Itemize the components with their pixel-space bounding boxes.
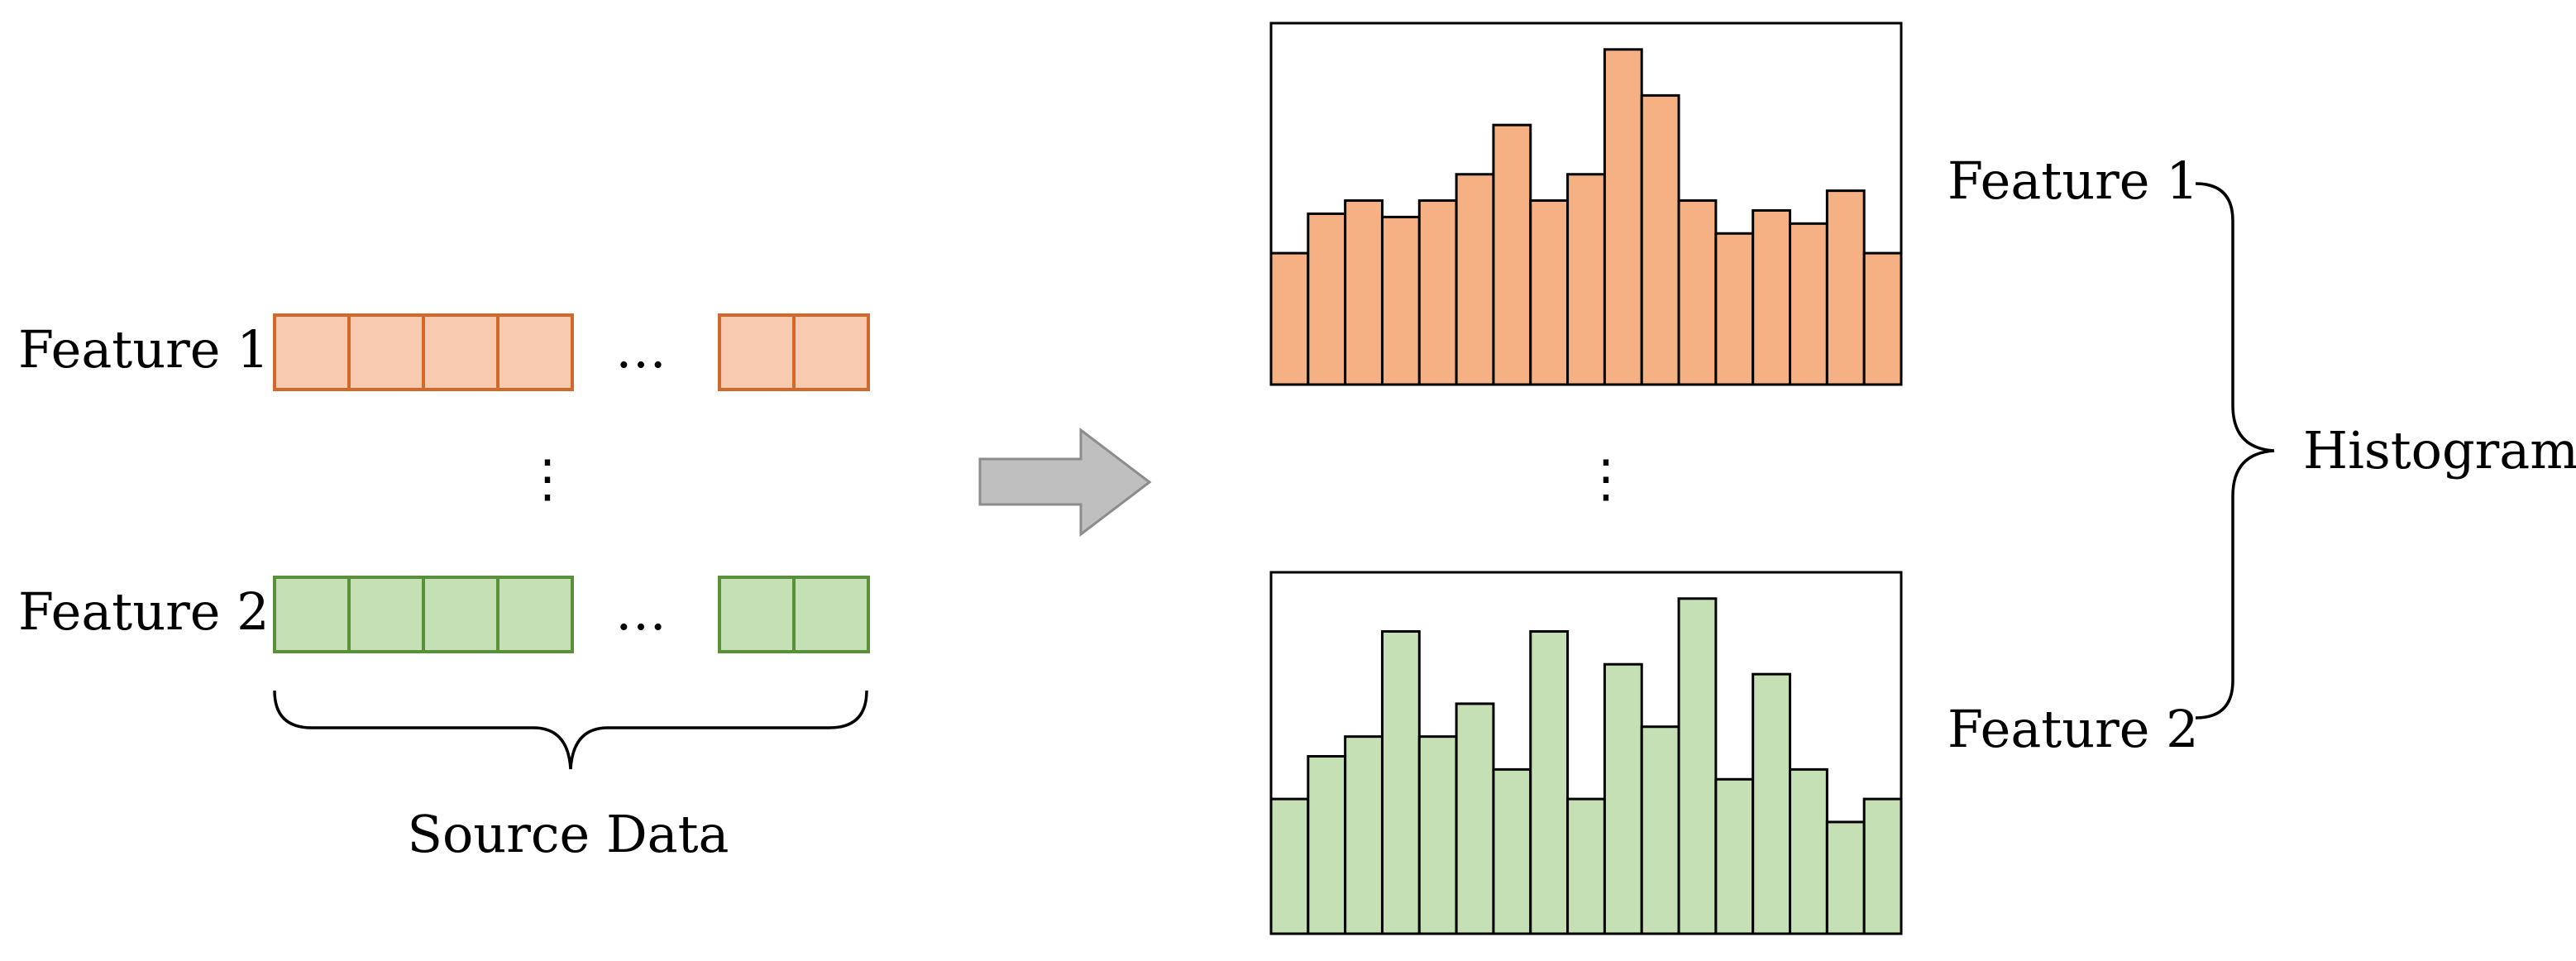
histogram-bar bbox=[1492, 767, 1532, 935]
data-cell bbox=[718, 576, 796, 653]
histogram-bar bbox=[1640, 93, 1680, 386]
data-cell bbox=[422, 576, 499, 653]
source-feature-2: Feature 2 … bbox=[18, 576, 870, 653]
histogram-bar bbox=[1714, 777, 1755, 935]
data-cell bbox=[792, 313, 870, 391]
histogram-bar bbox=[1344, 199, 1384, 386]
histogram-bar bbox=[1307, 754, 1347, 935]
data-cell bbox=[496, 576, 574, 653]
histogram-bar bbox=[1640, 725, 1680, 935]
data-cell bbox=[273, 576, 351, 653]
histogram-feature-2-label: Feature 2 bbox=[1948, 699, 2199, 759]
histogram-frame bbox=[1269, 22, 1903, 386]
histogram-bar bbox=[1380, 630, 1421, 935]
source-feature-1-label: Feature 1 bbox=[18, 319, 270, 380]
feature-2-cells bbox=[273, 576, 870, 653]
histogram-brace bbox=[2195, 182, 2275, 720]
histogram-bar bbox=[1677, 199, 1718, 386]
histogram-bar bbox=[1566, 173, 1606, 386]
right-arrow-icon bbox=[978, 427, 1152, 538]
histogram-bar bbox=[1455, 173, 1495, 386]
data-cell bbox=[347, 313, 425, 391]
histogram-bar bbox=[1603, 48, 1643, 386]
histogram-bar bbox=[1825, 820, 1866, 935]
histogram-bar bbox=[1752, 672, 1792, 935]
histogram-bar bbox=[1417, 735, 1458, 935]
histogram-bar bbox=[1455, 702, 1495, 935]
histogram-bar bbox=[1417, 199, 1458, 386]
data-cell bbox=[718, 313, 796, 391]
data-cell bbox=[422, 313, 499, 391]
source-brace bbox=[273, 690, 868, 770]
histogram-bar bbox=[1269, 797, 1310, 935]
data-cell bbox=[347, 576, 425, 653]
histogram-label: Histogram bbox=[2303, 420, 2576, 480]
histogram-bar bbox=[1677, 597, 1718, 935]
histogram-bar bbox=[1566, 797, 1606, 935]
histogram-feature-2 bbox=[1269, 571, 1903, 935]
histogram-bar bbox=[1714, 232, 1755, 386]
data-cell bbox=[792, 576, 870, 653]
histogram-bar bbox=[1825, 189, 1866, 386]
horizontal-ellipsis: … bbox=[615, 581, 667, 642]
source-feature-1: Feature 1 … bbox=[18, 313, 870, 391]
data-cell bbox=[273, 313, 351, 391]
data-cell bbox=[496, 313, 574, 391]
histogram-bar bbox=[1862, 251, 1903, 386]
histogram-bar bbox=[1380, 215, 1421, 386]
histogram-bar bbox=[1529, 199, 1570, 386]
vertical-ellipsis: ⋮ bbox=[522, 448, 573, 509]
histogram-bar bbox=[1862, 797, 1903, 935]
histogram-feature-1 bbox=[1269, 22, 1903, 386]
histogram-bar bbox=[1752, 208, 1792, 386]
histogram-bar bbox=[1492, 123, 1532, 386]
histogram-bar bbox=[1344, 735, 1384, 935]
histogram-vertical-ellipsis: ⋮ bbox=[1580, 448, 1632, 509]
histogram-bar bbox=[1307, 212, 1347, 386]
histogram-feature-1-label: Feature 1 bbox=[1948, 151, 2199, 211]
histogram-bar bbox=[1789, 767, 1828, 935]
source-data-label: Source Data bbox=[407, 804, 729, 864]
histogram-bar bbox=[1269, 251, 1310, 386]
horizontal-ellipsis: … bbox=[615, 319, 667, 380]
source-feature-2-label: Feature 2 bbox=[18, 581, 270, 642]
histogram-bar bbox=[1603, 662, 1643, 935]
feature-1-cells bbox=[273, 313, 870, 391]
histogram-bar bbox=[1789, 222, 1828, 386]
histogram-frame bbox=[1269, 571, 1903, 935]
histogram-bar bbox=[1529, 630, 1570, 935]
